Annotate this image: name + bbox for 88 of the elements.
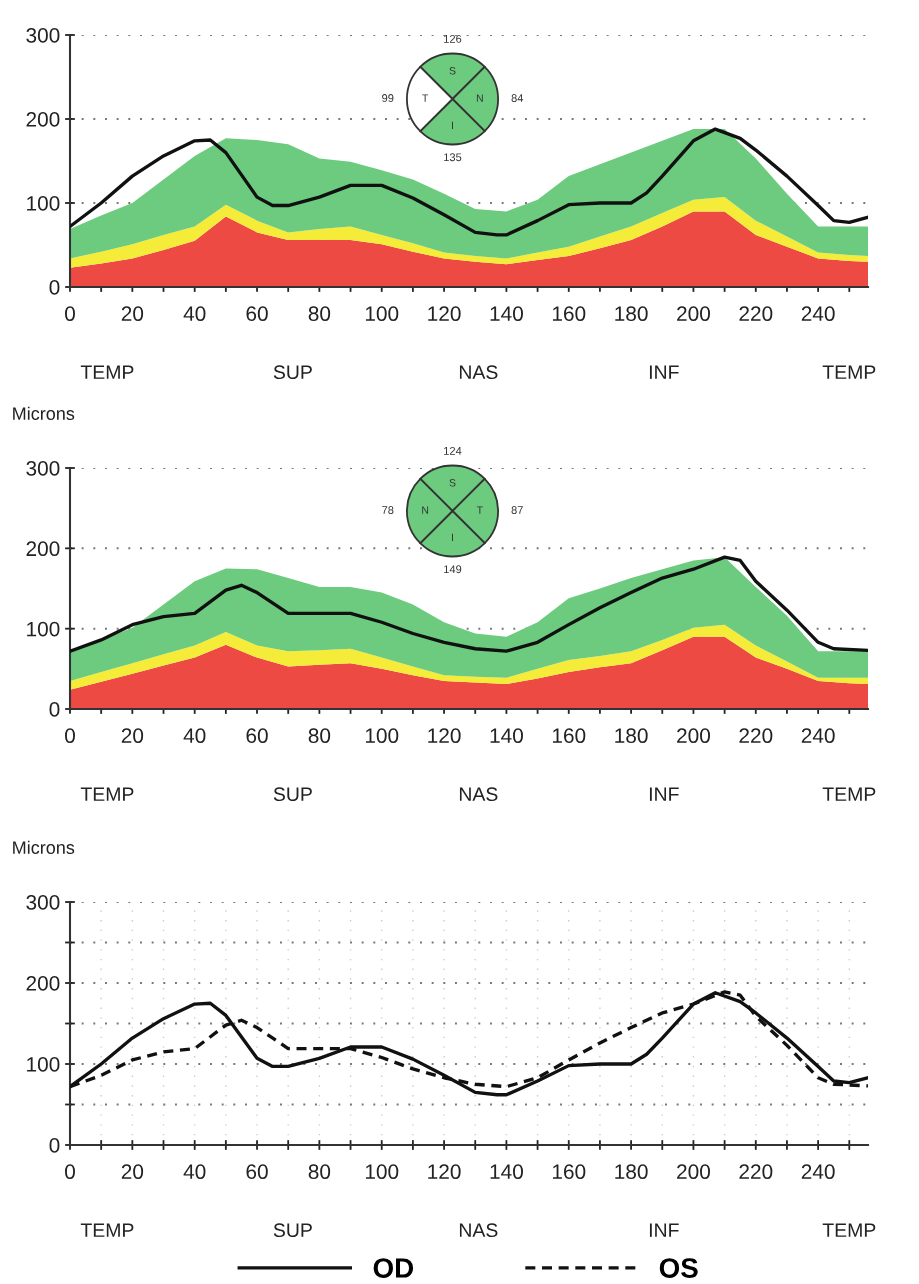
- x-tick-label: 240: [801, 728, 835, 744]
- text: SUP: [273, 365, 312, 380]
- text: TEMP: [822, 787, 876, 801]
- x-tick-label: 20: [121, 1164, 144, 1180]
- data-label: 84: [511, 94, 524, 102]
- x-tick-label: 100: [365, 728, 399, 744]
- line-series: [70, 555, 868, 653]
- text: INF: [649, 1223, 679, 1237]
- y-tick-label: 0: [49, 280, 60, 295]
- y-tick-label: 200: [26, 541, 60, 557]
- x-tick-label: 200: [677, 306, 710, 322]
- text: NAS: [459, 1223, 498, 1238]
- y-axis-title: Microns: [13, 840, 75, 854]
- x-tick-label: 40: [183, 728, 206, 744]
- x-tick-label: 140: [490, 1164, 523, 1180]
- y-tick-label: 200: [26, 112, 60, 127]
- x-tick-label: 160: [552, 1164, 586, 1180]
- y-tick-label: 0: [49, 702, 60, 717]
- x-tick-label: 80: [308, 306, 331, 322]
- text: TEMP: [80, 1223, 134, 1237]
- category-label: S: [449, 67, 456, 75]
- x-tick-label: 160: [552, 728, 586, 744]
- x-tick-label: 160: [552, 306, 586, 322]
- x-tick-label: 40: [183, 306, 206, 322]
- category-label: T: [422, 94, 429, 102]
- data-label: 149: [444, 565, 462, 574]
- x-tick-label: 20: [121, 728, 144, 744]
- category-label: N: [422, 506, 429, 514]
- x-tick-label: 60: [246, 728, 268, 744]
- x-tick-label: 120: [428, 306, 461, 322]
- x-tick-label: 0: [65, 728, 75, 744]
- x-tick-label: 140: [490, 306, 523, 322]
- x-tick-label: 0: [65, 306, 75, 322]
- y-tick-label: 100: [27, 621, 60, 637]
- text: TEMP: [822, 365, 876, 379]
- line-series: [70, 127, 868, 237]
- data-label: 126: [444, 34, 462, 43]
- text: SUP: [273, 787, 312, 802]
- x-tick-label: 60: [246, 1164, 268, 1180]
- x-tick-label: 220: [739, 306, 773, 322]
- x-tick-label: 180: [615, 728, 648, 744]
- x-tick-label: 140: [490, 728, 523, 744]
- x-tick-label: 100: [365, 306, 399, 322]
- x-tick-label: 80: [308, 728, 331, 744]
- y-tick-label: 100: [27, 1057, 60, 1072]
- category-label: I: [452, 121, 453, 129]
- text: TEMP: [80, 365, 134, 379]
- text: NAS: [459, 787, 498, 802]
- x-tick-label: 220: [739, 728, 773, 744]
- data-label: 78: [382, 506, 394, 514]
- data-label: 87: [511, 506, 523, 514]
- y-tick-label: 0: [49, 1138, 60, 1153]
- legend-label: OD: [373, 1258, 414, 1278]
- category-label: S: [449, 479, 456, 487]
- legend-label: OS: [659, 1258, 698, 1278]
- x-tick-label: 20: [121, 306, 144, 322]
- x-tick-label: 180: [615, 1164, 648, 1180]
- text: INF: [649, 365, 679, 379]
- x-tick-label: 180: [615, 306, 648, 322]
- y-tick-label: 300: [26, 28, 60, 43]
- data-label: 124: [444, 446, 462, 455]
- x-tick-label: 200: [677, 1164, 710, 1180]
- x-tick-label: 220: [739, 1164, 773, 1180]
- x-tick-label: 200: [677, 728, 710, 744]
- text: INF: [649, 787, 679, 801]
- y-tick-label: 300: [26, 461, 60, 476]
- y-tick-label: 300: [26, 895, 60, 910]
- x-tick-label: 40: [183, 1164, 206, 1180]
- x-tick-label: 240: [801, 306, 835, 322]
- x-tick-label: 240: [801, 1164, 835, 1180]
- text: SUP: [273, 1223, 312, 1238]
- data-label: 135: [444, 153, 462, 162]
- x-tick-label: 60: [246, 306, 268, 322]
- y-tick-label: 200: [26, 976, 60, 991]
- x-tick-label: 0: [65, 1164, 75, 1180]
- text: NAS: [459, 365, 498, 380]
- category-label: N: [476, 94, 483, 102]
- x-tick-label: 120: [428, 1164, 461, 1180]
- x-tick-label: 120: [428, 728, 461, 744]
- y-axis-title: Microns: [13, 406, 75, 420]
- text: TEMP: [822, 1223, 876, 1237]
- category-label: I: [452, 533, 453, 541]
- category-label: T: [476, 506, 483, 514]
- x-tick-label: 80: [308, 1164, 331, 1180]
- data-label: 99: [382, 94, 394, 102]
- y-tick-label: 100: [27, 196, 60, 211]
- x-tick-label: 100: [365, 1164, 399, 1180]
- text: TEMP: [80, 787, 134, 801]
